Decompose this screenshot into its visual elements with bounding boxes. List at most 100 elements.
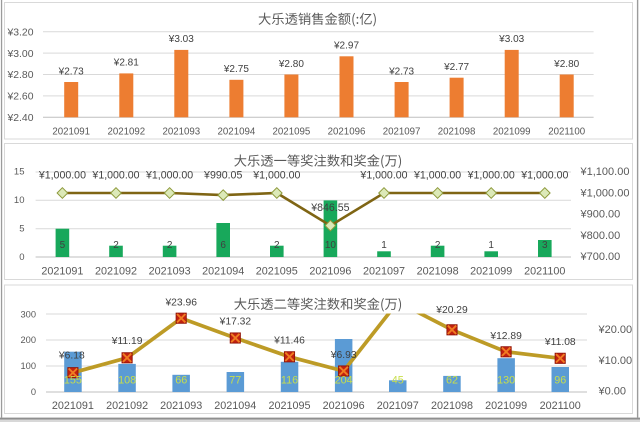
svg-text:5: 5 [60, 240, 66, 251]
svg-text:2021092: 2021092 [106, 400, 148, 412]
svg-text:¥900.00: ¥900.00 [580, 209, 621, 221]
svg-text:2021093: 2021093 [160, 400, 202, 412]
svg-text:2021095: 2021095 [268, 400, 310, 412]
svg-text:¥2.97: ¥2.97 [333, 41, 359, 52]
svg-text:¥990.05: ¥990.05 [203, 170, 242, 182]
svg-text:2021098: 2021098 [438, 127, 476, 138]
svg-text:¥1,000.00: ¥1,000.00 [91, 170, 139, 182]
svg-text:2021092: 2021092 [95, 266, 137, 278]
svg-text:2021100: 2021100 [548, 127, 586, 138]
svg-text:100: 100 [20, 361, 36, 371]
svg-text:¥0.00: ¥0.00 [598, 385, 627, 397]
svg-text:¥1,000.00: ¥1,000.00 [520, 170, 568, 182]
svg-text:108: 108 [118, 375, 136, 387]
svg-text:2021099: 2021099 [485, 400, 527, 412]
svg-text:¥2.81: ¥2.81 [113, 58, 139, 69]
svg-text:2021091: 2021091 [41, 266, 83, 278]
svg-text:¥1,000.00: ¥1,000.00 [467, 170, 515, 182]
svg-text:2021100: 2021100 [540, 400, 581, 412]
svg-text:2021095: 2021095 [256, 266, 298, 278]
svg-text:5: 5 [19, 223, 24, 234]
svg-text:96: 96 [554, 375, 566, 387]
svg-text:2021093: 2021093 [149, 266, 191, 278]
svg-text:116: 116 [281, 375, 298, 387]
svg-text:¥1,000.00: ¥1,000.00 [38, 170, 86, 182]
svg-text:¥6.18: ¥6.18 [58, 351, 85, 362]
svg-text:¥2.73: ¥2.73 [58, 66, 84, 77]
svg-text:¥2.75: ¥2.75 [223, 64, 249, 75]
svg-text:2021100: 2021100 [524, 266, 565, 278]
svg-text:300: 300 [20, 310, 36, 320]
svg-text:¥1,000.00: ¥1,000.00 [145, 170, 193, 182]
svg-text:2021097: 2021097 [383, 127, 421, 138]
svg-text:2021091: 2021091 [52, 127, 90, 138]
svg-text:¥800.00: ¥800.00 [580, 230, 621, 242]
svg-text:¥6.93: ¥6.93 [330, 350, 357, 361]
svg-text:2021096: 2021096 [309, 266, 351, 278]
svg-text:¥2.73: ¥2.73 [388, 66, 414, 77]
svg-text:15: 15 [14, 167, 25, 178]
svg-text:155: 155 [64, 375, 82, 387]
svg-text:2021096: 2021096 [323, 400, 365, 412]
svg-text:¥2.80: ¥2.80 [278, 59, 304, 70]
svg-text:¥20.29: ¥20.29 [435, 305, 468, 316]
svg-text:0: 0 [31, 387, 36, 397]
svg-text:0: 0 [19, 252, 24, 263]
svg-text:2: 2 [113, 240, 119, 251]
svg-text:2021097: 2021097 [377, 400, 419, 412]
svg-text:2021094: 2021094 [214, 400, 256, 412]
svg-text:¥3.03: ¥3.03 [168, 34, 194, 45]
svg-text:¥1,100.00: ¥1,100.00 [580, 166, 630, 178]
svg-text:1: 1 [381, 240, 387, 251]
svg-text:2021099: 2021099 [470, 266, 512, 278]
svg-text:¥3.03: ¥3.03 [498, 34, 524, 45]
svg-text:1: 1 [488, 240, 494, 251]
svg-text:¥1,000.00: ¥1,000.00 [413, 170, 461, 182]
svg-text:¥11.46: ¥11.46 [273, 335, 305, 346]
svg-text:¥1,000.00: ¥1,000.00 [580, 187, 630, 199]
svg-text:¥700.00: ¥700.00 [580, 251, 621, 263]
svg-text:2021098: 2021098 [417, 266, 459, 278]
svg-text:¥11.19: ¥11.19 [111, 336, 143, 347]
svg-text:3: 3 [542, 240, 548, 251]
svg-text:¥3.20: ¥3.20 [6, 27, 33, 38]
svg-text:¥2.40: ¥2.40 [6, 113, 33, 124]
svg-text:77: 77 [229, 375, 241, 387]
svg-text:¥23.96: ¥23.96 [164, 298, 197, 309]
svg-text:45: 45 [392, 375, 404, 387]
svg-text:10: 10 [14, 195, 25, 206]
svg-text:¥846.55: ¥846.55 [310, 202, 349, 214]
svg-text:¥2.60: ¥2.60 [6, 92, 33, 103]
svg-text:2: 2 [274, 240, 280, 251]
svg-text:62: 62 [446, 375, 458, 387]
svg-text:2: 2 [435, 240, 441, 251]
svg-text:2: 2 [167, 240, 173, 251]
svg-text:66: 66 [175, 375, 187, 387]
svg-text:¥20.00: ¥20.00 [598, 324, 633, 336]
svg-text:¥12.89: ¥12.89 [489, 331, 522, 342]
svg-text:¥1,000.00: ¥1,000.00 [252, 170, 300, 182]
svg-text:2021097: 2021097 [363, 266, 405, 278]
svg-text:¥2.77: ¥2.77 [443, 62, 469, 73]
svg-text:2021099: 2021099 [493, 127, 531, 138]
svg-text:130: 130 [497, 375, 515, 387]
svg-text:¥1,000.00: ¥1,000.00 [359, 170, 407, 182]
svg-text:¥17.32: ¥17.32 [219, 317, 252, 328]
svg-text:200: 200 [20, 335, 36, 345]
svg-text:204: 204 [335, 375, 353, 387]
svg-text:¥2.80: ¥2.80 [553, 59, 579, 70]
svg-text:2021096: 2021096 [328, 127, 366, 138]
svg-text:2021092: 2021092 [107, 127, 145, 138]
svg-text:2021094: 2021094 [218, 127, 256, 138]
svg-text:2021095: 2021095 [273, 127, 311, 138]
svg-text:¥11.08: ¥11.08 [544, 337, 576, 348]
svg-text:10: 10 [325, 240, 337, 251]
svg-text:2021093: 2021093 [162, 127, 200, 138]
svg-text:2021091: 2021091 [52, 400, 94, 412]
svg-text:¥3.00: ¥3.00 [6, 49, 33, 60]
svg-text:¥2.80: ¥2.80 [6, 70, 33, 81]
svg-text:¥10.00: ¥10.00 [598, 355, 633, 367]
svg-text:6: 6 [220, 240, 226, 251]
svg-text:2021098: 2021098 [431, 400, 473, 412]
svg-text:2021094: 2021094 [202, 266, 244, 278]
